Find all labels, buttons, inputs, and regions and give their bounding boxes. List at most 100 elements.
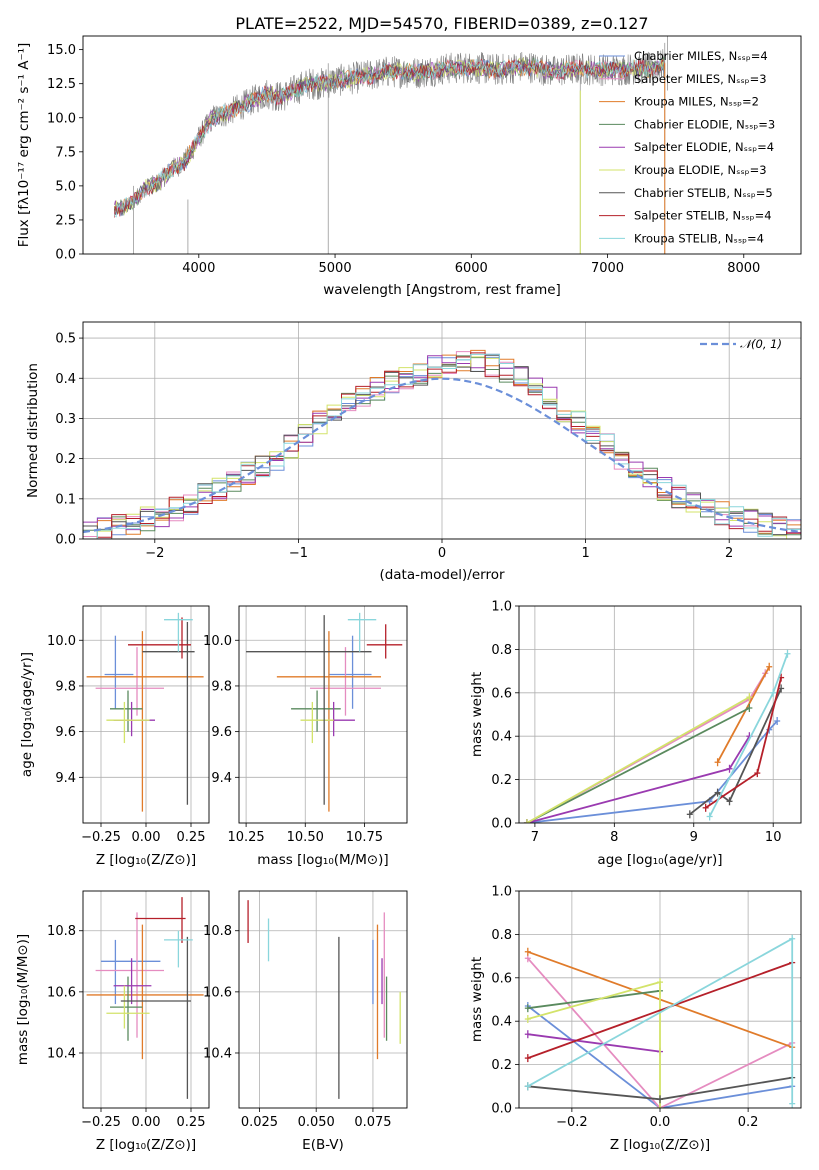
y-tick-label: 1.0	[491, 885, 512, 900]
x-axis-label: (data-model)/error	[379, 567, 505, 583]
x-tick-label: 0.2	[738, 1115, 759, 1130]
y-axis-label: age [log₁₀(age/yr)]	[19, 652, 35, 777]
x-tick-label: −0.25	[81, 830, 121, 845]
y-axis-label: mass weight	[469, 672, 485, 757]
y-tick-label: 9.8	[211, 679, 232, 694]
normal-curve	[83, 377, 801, 534]
age-vs-mass-plot-area	[239, 606, 407, 823]
y-tick-label: 10.4	[203, 1046, 232, 1061]
x-axis-label: age [log₁₀(age/yr)]	[597, 852, 722, 868]
x-axis-label: Z [log₁₀(Z/Z⊙)]	[96, 1137, 196, 1153]
legend-label: Salpeter ELODIE, Nₛₛₚ=4	[634, 140, 774, 154]
y-tick-label: 10.6	[203, 985, 232, 1000]
x-axis-label: Z [log₁₀(Z/Z⊙)]	[96, 852, 196, 868]
x-tick-label: 0.0	[650, 1115, 671, 1130]
x-axis-label: wavelength [Angstrom, rest frame]	[323, 282, 561, 298]
y-tick-label: 0.4	[491, 730, 512, 745]
legend-label: Kroupa STELIB, Nₛₛₚ=4	[634, 231, 764, 245]
residuals-plot-area	[83, 322, 801, 539]
y-axis-label: Normed distribution	[25, 363, 41, 498]
y-tick-label: 0.8	[491, 928, 512, 943]
massweight-line	[705, 677, 782, 809]
massweight-vs-age-frame	[518, 605, 802, 824]
x-tick-label: 0	[438, 546, 446, 561]
y-tick-label: 0.4	[491, 1015, 512, 1030]
x-axis-label: E(B-V)	[302, 1137, 344, 1153]
massweight-line	[526, 707, 750, 823]
legend-label: Chabrier ELODIE, Nₛₛₚ=3	[634, 117, 775, 131]
age-vs-mass-frame	[238, 605, 408, 824]
x-tick-label: −2	[145, 546, 164, 561]
y-tick-label: 10.8	[203, 924, 232, 939]
y-tick-label: 9.8	[55, 679, 76, 694]
massweight-line	[526, 720, 778, 823]
y-tick-label: 0.4	[55, 372, 76, 387]
spectrum-plot-area	[113, 36, 668, 254]
x-tick-label: 10.25	[227, 830, 264, 845]
x-tick-label: 2	[725, 546, 733, 561]
massweight-line	[527, 957, 793, 1108]
mass-vs-ebv-frame	[238, 890, 408, 1109]
x-tick-label: 0.25	[177, 1115, 206, 1130]
massweight-line	[527, 989, 661, 1010]
spectrum-frame	[82, 35, 802, 255]
x-tick-label: 0.025	[241, 1115, 278, 1130]
y-tick-label: 0.0	[491, 1102, 512, 1117]
x-tick-label: 8000	[727, 261, 760, 276]
legend-label: Salpeter STELIB, Nₛₛₚ=4	[634, 209, 772, 223]
y-tick-label: 0.0	[55, 248, 76, 263]
y-tick-label: 9.6	[55, 725, 76, 740]
y-tick-label: 0.0	[491, 817, 512, 832]
x-axis-label: mass [log₁₀(M/M⊙)]	[257, 852, 388, 868]
x-tick-label: 1	[581, 546, 589, 561]
y-axis-label: mass weight	[469, 957, 485, 1042]
y-tick-label: 2.5	[55, 213, 76, 228]
massweight-line	[527, 961, 793, 1059]
age-vs-Z-frame	[82, 605, 210, 824]
x-tick-label: 5000	[319, 261, 352, 276]
x-tick-label: 10.50	[287, 830, 324, 845]
y-tick-label: 0.2	[491, 1058, 512, 1073]
mass-vs-ebv-plot-area	[239, 891, 407, 1108]
x-axis-label: Z [log₁₀(Z/Z⊙)]	[610, 1137, 710, 1153]
y-tick-label: 1.0	[491, 600, 512, 615]
y-tick-label: 0.3	[55, 412, 76, 427]
x-tick-label: −0.2	[556, 1115, 588, 1130]
x-tick-label: 0.00	[132, 830, 161, 845]
histogram-series	[83, 352, 801, 539]
y-tick-label: 9.4	[211, 771, 232, 786]
x-tick-label: 7	[531, 830, 539, 845]
x-tick-label: 6000	[455, 261, 488, 276]
y-tick-label: 15.0	[47, 43, 76, 58]
massweight-vs-Z-frame	[518, 890, 802, 1109]
legend-label: Chabrier MILES, Nₛₛₚ=4	[634, 49, 768, 63]
y-tick-label: 0.0	[55, 533, 76, 548]
massweight-line	[708, 653, 789, 817]
massweight-vs-age-plot-area	[519, 606, 801, 823]
x-tick-label: 0.050	[298, 1115, 335, 1130]
y-tick-label: 10.4	[47, 1046, 76, 1061]
residuals-frame	[82, 321, 802, 540]
mass-vs-Z-frame	[82, 890, 210, 1109]
age-vs-Z-plot-area	[83, 606, 209, 823]
massweight-vs-Z-plot-area	[519, 891, 801, 1108]
x-tick-label: 8	[610, 830, 618, 845]
y-tick-label: 0.2	[491, 773, 512, 788]
massweight-line	[527, 1033, 661, 1053]
massweight-line	[689, 688, 782, 816]
y-tick-label: 0.6	[491, 686, 512, 701]
x-tick-label: 10.75	[346, 830, 383, 845]
x-tick-label: 0.25	[177, 830, 206, 845]
y-tick-label: 12.5	[47, 77, 76, 92]
x-tick-label: 0.00	[132, 1115, 161, 1130]
massweight-line	[716, 666, 770, 763]
y-tick-label: 5.0	[55, 179, 76, 194]
y-tick-label: 10.8	[47, 924, 76, 939]
x-tick-label: 9	[690, 830, 698, 845]
y-tick-label: 0.8	[491, 643, 512, 658]
y-tick-label: 7.5	[55, 145, 76, 160]
legend-label: Kroupa ELODIE, Nₛₛₚ=3	[634, 163, 767, 177]
y-tick-label: 10.0	[47, 634, 76, 649]
y-tick-label: 10.0	[203, 634, 232, 649]
y-tick-label: 0.2	[55, 452, 76, 467]
